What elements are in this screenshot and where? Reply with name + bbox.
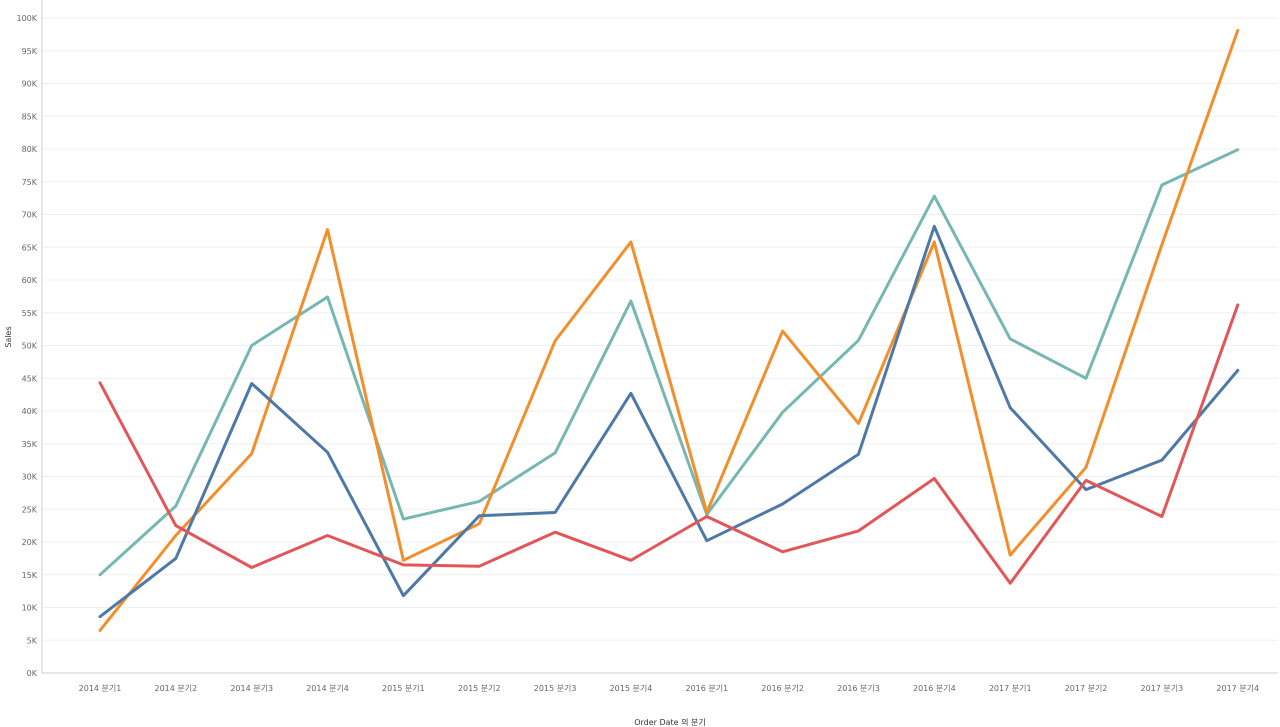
y-tick-label: 50K [22,342,38,351]
y-tick-label: 100K [16,14,37,23]
x-tick-label: 2016 분기1 [685,684,728,693]
y-tick-label: 0K [27,669,38,678]
x-tick-label: 2017 분기3 [1141,684,1184,693]
x-tick-label: 2015 분기4 [610,684,653,693]
y-tick-label: 95K [22,47,38,56]
x-tick-label: 2017 분기1 [989,684,1032,693]
y-tick-label: 65K [22,243,38,252]
y-tick-label: 55K [22,309,38,318]
y-tick-label: 70K [22,211,38,220]
x-tick-label: 2014 분기3 [230,684,273,693]
y-tick-label: 10K [22,604,38,613]
x-tick-label: 2015 분기1 [382,684,425,693]
y-tick-label: 20K [22,538,38,547]
y-tick-label: 85K [22,112,38,121]
x-tick-label: 2014 분기1 [79,684,122,693]
y-tick-label: 60K [22,276,38,285]
grid-layer [42,17,1278,641]
x-tick-label: 2014 분기4 [306,684,349,693]
y-tick-label: 25K [22,505,38,514]
series-line-1[interactable] [98,148,1240,577]
series-line-3[interactable] [98,224,1240,619]
x-tick-label: 2014 분기2 [154,684,197,693]
y-tick-label: 80K [22,145,38,154]
axis-layer: 0K 5K 10K 15K 20K 25K 30K 35K 40K 45K 50K 55K 60K 65K… [16,0,1278,693]
y-tick-label: 75K [22,178,38,187]
x-tick-label: 2017 분기2 [1065,684,1108,693]
y-tick-label: 40K [22,407,38,416]
y-tick-label: 45K [22,374,38,383]
x-axis-title: Order Date 의 분기 [634,717,706,727]
y-tick-label: 5K [27,636,38,645]
x-tick-label: 2016 분기4 [913,684,956,693]
y-tick-label: 30K [22,473,38,482]
x-tick-label: 2015 분기3 [534,684,577,693]
series-layer [98,28,1240,632]
y-axis-title: Sales [4,326,13,347]
y-tick-label: 15K [22,571,38,580]
y-tick-label: 35K [22,440,38,449]
x-tick-label: 2016 분기3 [837,684,880,693]
series-line-2[interactable] [98,28,1240,632]
x-tick-label: 2016 분기2 [761,684,804,693]
y-tick-label: 90K [22,80,38,89]
x-tick-label: 2015 분기2 [458,684,501,693]
x-tick-label: 2017 분기4 [1216,684,1259,693]
series-line-4[interactable] [98,303,1240,585]
